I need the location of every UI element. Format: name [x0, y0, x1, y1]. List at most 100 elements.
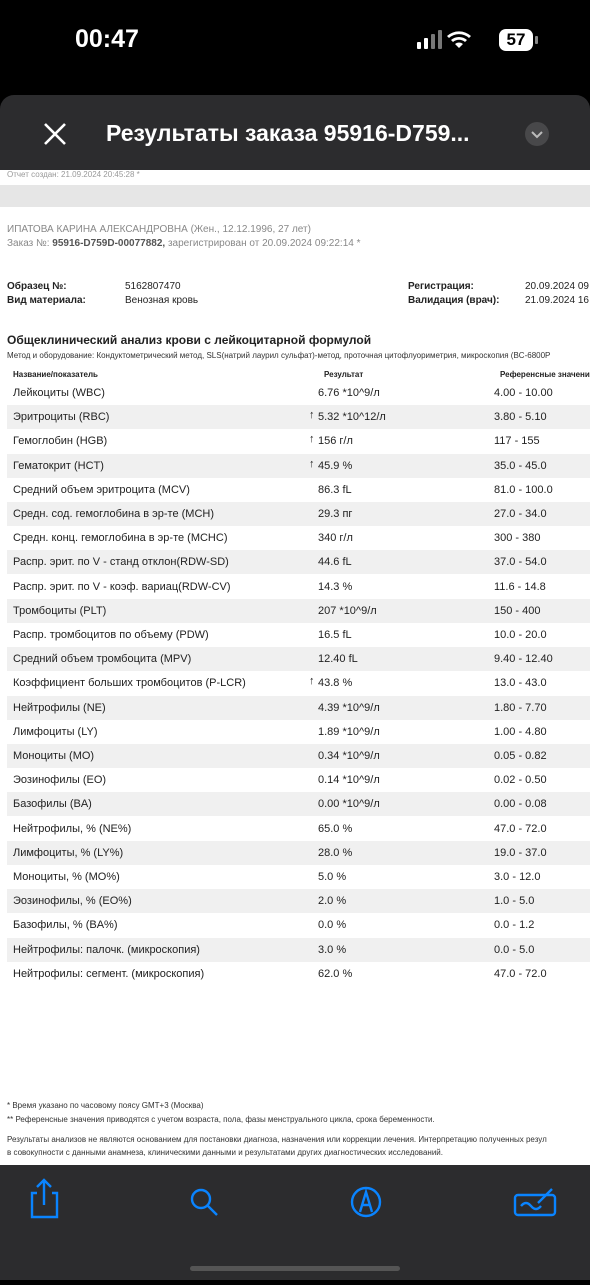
- reference: 150 - 400: [494, 604, 541, 617]
- column-header: Название/показатель: [13, 370, 98, 379]
- close-button[interactable]: [42, 121, 68, 147]
- result: 14.3 %: [318, 580, 353, 593]
- result: 45.9 %: [318, 459, 353, 472]
- table-row: Эозинофилы, % (EO%) 2.0 % 1.0 - 5.0: [7, 889, 590, 914]
- table-row: Моноциты, % (MO%) 5.0 % 3.0 - 12.0: [7, 865, 590, 889]
- result: 0.00 *10^9/л: [318, 798, 380, 811]
- reference: 35.0 - 45.0: [494, 459, 547, 472]
- reference: 1.80 - 7.70: [494, 701, 547, 714]
- result: 44.6 fL: [318, 556, 352, 569]
- result: 65.0 %: [318, 822, 353, 835]
- header: Результаты заказа 95916-D759...: [0, 95, 590, 175]
- section-title: Общеклинический анализ крови с лейкоцита…: [7, 333, 372, 347]
- footnote: * Время указано по часовому поясу GMT+3 …: [7, 1101, 204, 1110]
- table-row: Тромбоциты (PLT) 207 *10^9/л 150 - 400: [7, 598, 590, 623]
- reference: 13.0 - 43.0: [494, 677, 547, 690]
- method: Метод и оборудование: Кондуктометрически…: [7, 351, 551, 360]
- table-row: Нейтрофилы, % (NE%) 65.0 % 47.0 - 72.0: [7, 817, 590, 841]
- page-gap: [0, 185, 590, 207]
- battery: 57: [506, 30, 526, 49]
- status-icons: [417, 29, 538, 51]
- column-header: Результат: [324, 370, 364, 379]
- result: 156 г/л: [318, 435, 353, 448]
- result: 1.89 *10^9/л: [318, 725, 380, 738]
- name: Средн. конц. гемоглобина в эр-те (MCHC): [13, 532, 228, 545]
- reference: 3.80 - 5.10: [494, 411, 547, 424]
- table-row: Средний объем тромбоцита (MPV) 12.40 fL 9.…: [7, 647, 590, 672]
- table-row: Средний объем эритроцита (MCV) 86.3 fL 81.…: [7, 478, 590, 502]
- name: Лейкоциты (WBC): [13, 387, 105, 399]
- order-rest: зарегистрирован от 20.09.2024 09:22:14 *: [165, 238, 361, 249]
- share-button[interactable]: [30, 1178, 59, 1219]
- table-row: Нейтрофилы: сегмент. (микроскопия) 62.0 %…: [7, 962, 590, 986]
- reference: 0.02 - 0.50: [494, 774, 547, 787]
- reference: 0.0 - 5.0: [494, 943, 535, 956]
- result: 340 г/л: [318, 532, 353, 545]
- name: Распр. эрит. по V - станд отклон(RDW-SD): [13, 556, 229, 569]
- reference: 9.40 - 12.40: [494, 653, 553, 666]
- table-row: Средн. конц. гемоглобина в эр-те (MCHC) 3…: [7, 526, 590, 550]
- info-label: Регистрация:: [408, 281, 474, 292]
- name: Гематокрит (HCT): [13, 459, 104, 472]
- result: 0.0 %: [318, 919, 347, 932]
- name: Эозинофилы, % (EO%): [13, 895, 132, 908]
- flag: ↑: [309, 409, 315, 422]
- menu-button[interactable]: [524, 121, 550, 147]
- table-row: Эозинофилы (EO) 0.14 *10^9/л 0.02 - 0.50: [7, 768, 590, 792]
- info-value: 5162807470: [125, 281, 181, 292]
- result: 0.14 *10^9/л: [318, 774, 380, 787]
- name: Средний объем тромбоцита (MPV): [13, 653, 192, 666]
- search-button[interactable]: [190, 1188, 218, 1216]
- table-row: Коэффициент больших тромбоцитов (P-LCR) ↑…: [7, 671, 590, 695]
- signature-button[interactable]: [513, 1188, 557, 1217]
- table-row: Лимфоциты, % (LY%) 28.0 % 19.0 - 37.0: [7, 840, 590, 865]
- name: Моноциты (MO): [13, 750, 95, 762]
- reference: 47.0 - 72.0: [494, 822, 547, 835]
- patient: ИПАТОВА КАРИНА АЛЕКСАНДРОВНА (Жен., 12.1…: [7, 224, 311, 235]
- name: Моноциты, % (MO%): [13, 871, 120, 883]
- table-row: Лейкоциты (WBC) 6.76 *10^9/л 4.00 - 10.00: [7, 381, 590, 405]
- reference: 10.0 - 20.0: [494, 629, 547, 641]
- reference: 3.0 - 12.0: [494, 871, 541, 883]
- time: 00:47: [75, 25, 139, 53]
- result: 16.5 fL: [318, 629, 352, 641]
- reference: 0.05 - 0.82: [494, 750, 547, 762]
- name: Тромбоциты (PLT): [13, 604, 107, 617]
- name: Коэффициент больших тромбоцитов (P-LCR): [13, 677, 246, 690]
- result: 12.40 fL: [318, 653, 358, 666]
- name: Средний объем эритроцита (MCV): [13, 483, 190, 496]
- name: Гемоглобин (HGB): [13, 435, 108, 448]
- result: 207 *10^9/л: [318, 604, 377, 617]
- title: Результаты заказа 95916-D759...: [106, 120, 470, 146]
- reference: 81.0 - 100.0: [494, 483, 553, 496]
- table-row: Гематокрит (HCT) ↑ 45.9 % 35.0 - 45.0: [7, 453, 590, 478]
- name: Лимфоциты (LY): [13, 725, 98, 738]
- name: Базофилы (BA): [13, 798, 92, 811]
- info-value: Венозная кровь: [125, 295, 199, 306]
- table-row: Базофилы (BA) 0.00 *10^9/л 0.00 - 0.08: [7, 792, 590, 817]
- table-row: Моноциты (MO) 0.34 *10^9/л 0.05 - 0.82: [7, 744, 590, 768]
- reference: 47.0 - 72.0: [494, 967, 547, 980]
- document: Отчет создан: 21.09.2024 20:45:28 * ИПАТ…: [0, 170, 590, 1165]
- disclaimer: в совокупности с данными анамнеза, клини…: [7, 1148, 443, 1157]
- reference: 4.00 - 10.00: [494, 387, 553, 399]
- table-row: Нейтрофилы (NE) 4.39 *10^9/л 1.80 - 7.70: [7, 695, 590, 720]
- info-value: 20.09.2024 09: [525, 281, 589, 292]
- reference: 117 - 155: [494, 435, 540, 448]
- status-bar: 00:47 57: [0, 0, 590, 95]
- result: 3.0 %: [318, 943, 347, 956]
- name: Эозинофилы (EO): [13, 774, 107, 787]
- markup-button[interactable]: [350, 1186, 382, 1218]
- reference: 1.0 - 5.0: [494, 895, 535, 908]
- result: 0.34 *10^9/л: [318, 750, 380, 762]
- name: Нейтрофилы: сегмент. (микроскопия): [13, 967, 205, 980]
- result: 5.0 %: [318, 871, 347, 883]
- reference: 300 - 380: [494, 532, 541, 545]
- reference: 0.00 - 0.08: [494, 798, 547, 811]
- result: 86.3 fL: [318, 483, 352, 496]
- table-row: Гемоглобин (HGB) ↑ 156 г/л 117 - 155: [7, 429, 590, 453]
- name: Распр. эрит. по V - коэф. вариац(RDW-CV): [13, 580, 231, 593]
- created: Отчет создан: 21.09.2024 20:45:28 *: [7, 170, 140, 179]
- disclaimer: Результаты анализов не являются основани…: [7, 1135, 547, 1144]
